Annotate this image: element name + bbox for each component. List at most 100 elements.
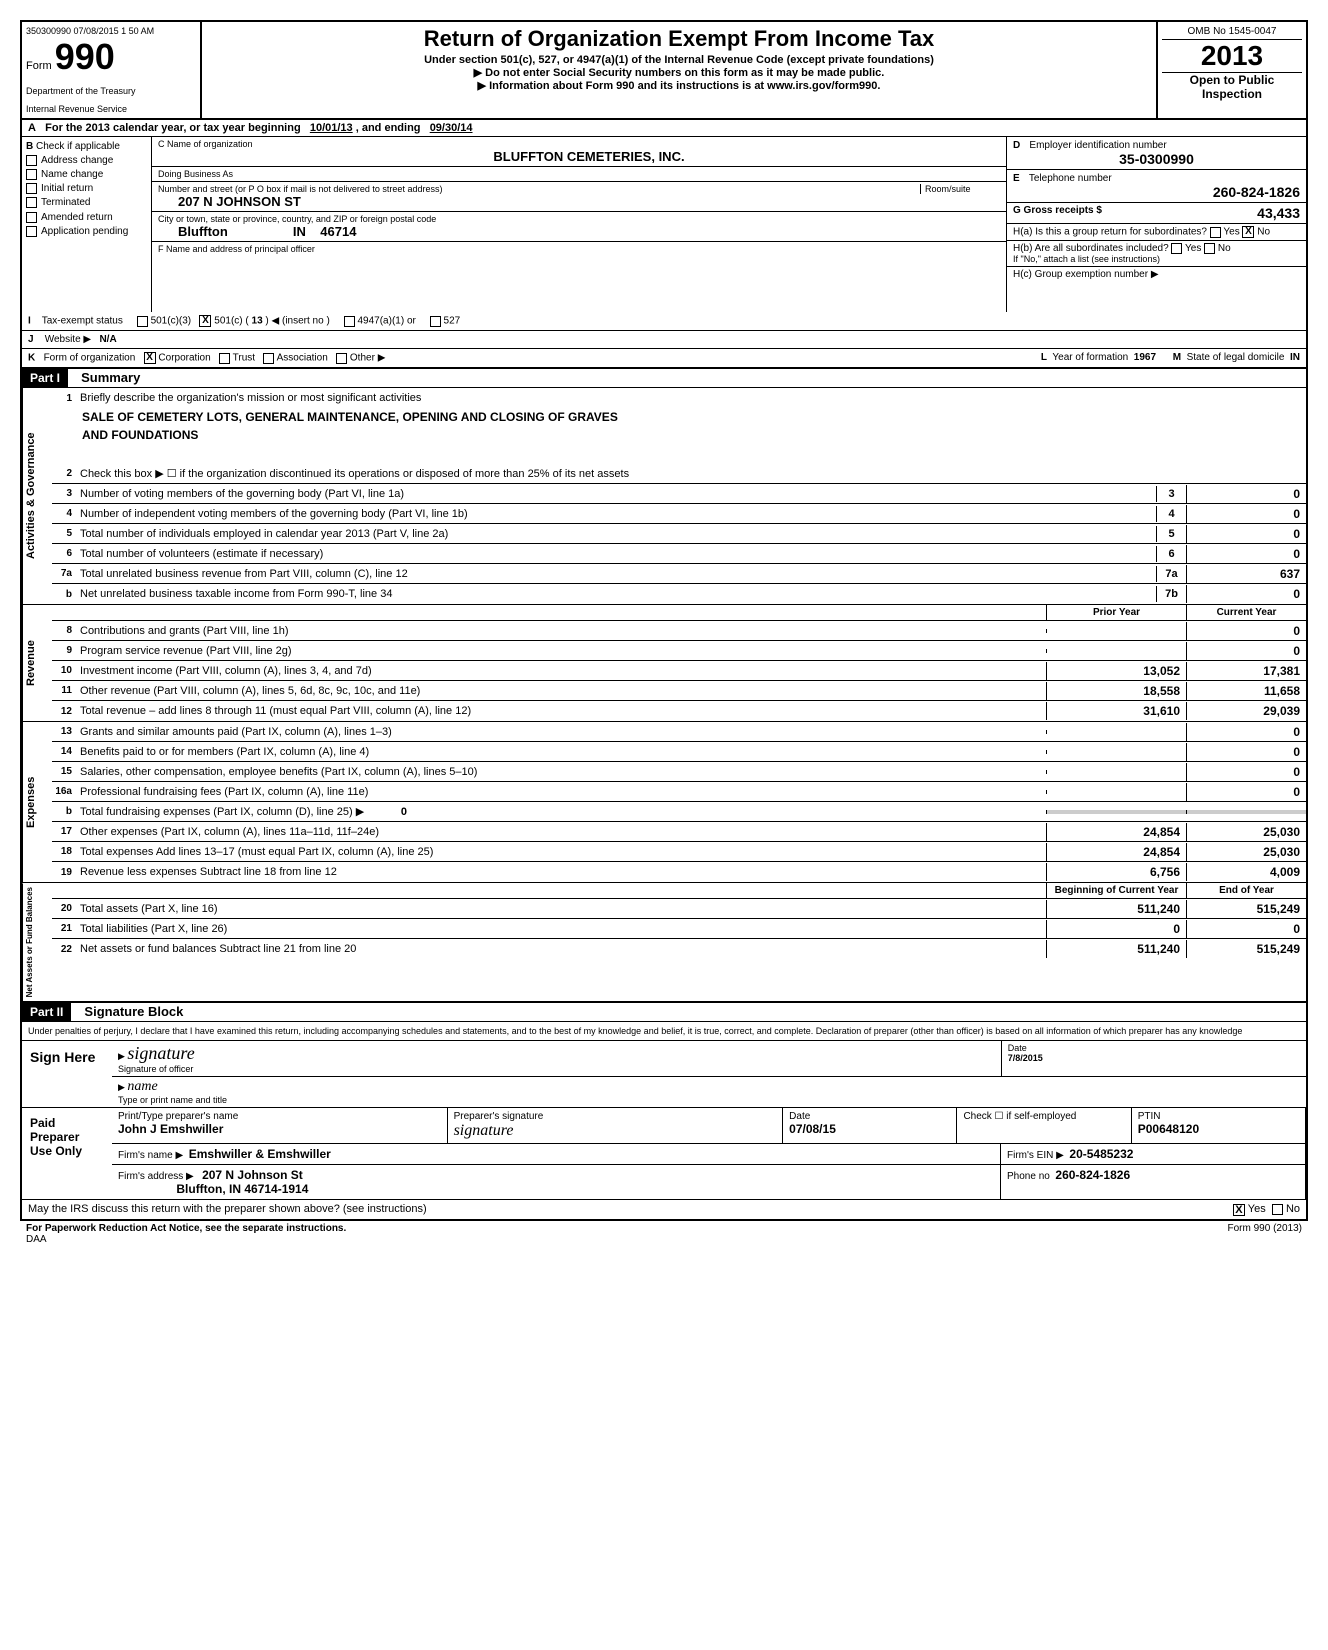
line9-text: Program service revenue (Part VIII, line… [76, 645, 1046, 657]
discuss-yes-checked[interactable]: X [1233, 1204, 1245, 1216]
line6: 6 Total number of volunteers (estimate i… [52, 544, 1306, 564]
governance-content: 1 Briefly describe the organization's mi… [52, 388, 1306, 604]
ha-row: H(a) Is this a group return for subordin… [1007, 224, 1306, 241]
firm-addr1: 207 N Johnson St [202, 1168, 303, 1182]
prep-name: John J Emshwiller [118, 1122, 223, 1136]
line8-cur: 0 [1186, 622, 1306, 640]
line10: 10 Investment income (Part VIII, column … [52, 661, 1306, 681]
cb-pending-label: Application pending [41, 226, 128, 237]
mission2: AND FOUNDATIONS [52, 426, 1306, 444]
cb-amended-label: Amended return [41, 212, 113, 223]
part1-bar: Part I Summary [20, 369, 1308, 388]
line20-cur: 515,249 [1186, 900, 1306, 918]
line-a: A For the 2013 calendar year, or tax yea… [20, 118, 1308, 137]
officer-row: F Name and address of principal officer [152, 242, 1006, 312]
line2: 2 Check this box ▶ ☐ if the organization… [52, 464, 1306, 484]
cb-terminated[interactable]: Terminated [26, 197, 147, 208]
governance-label: Activities & Governance [22, 388, 52, 604]
cb-name-change[interactable]: Name change [26, 169, 147, 180]
line11: 11 Other revenue (Part VIII, column (A),… [52, 681, 1306, 701]
form-header: 350300990 07/08/2015 1 50 AM Form 990 De… [20, 20, 1308, 118]
cb-address-change[interactable]: Address change [26, 155, 147, 166]
netassets-label: Net Assets or Fund Balances [22, 883, 52, 1001]
discuss-no: No [1286, 1203, 1300, 1215]
form-title: Return of Organization Exempt From Incom… [212, 26, 1146, 52]
end-year-header: End of Year [1186, 883, 1306, 898]
line19-text: Revenue less expenses Subtract line 18 f… [76, 866, 1046, 878]
line4-value: 0 [1186, 505, 1306, 523]
line6-value: 0 [1186, 545, 1306, 563]
prep-date: 07/08/15 [789, 1122, 836, 1136]
m-label: M [1173, 352, 1181, 363]
i-label: I [28, 316, 31, 327]
line11-cur: 11,658 [1186, 682, 1306, 700]
form-ref: Form 990 (2013) [1228, 1223, 1302, 1245]
part1-title: Summary [71, 370, 140, 385]
line18-text: Total expenses Add lines 13–17 (must equ… [76, 846, 1046, 858]
cb-amended[interactable]: Amended return [26, 212, 147, 223]
line21-prior: 0 [1046, 920, 1186, 938]
line16b: b Total fundraising expenses (Part IX, c… [52, 802, 1306, 822]
state-name: IN [293, 224, 306, 239]
expenses-label: Expenses [22, 722, 52, 882]
org-name-row: C Name of organization BLUFFTON CEMETERI… [152, 137, 1006, 167]
d-label: D [1013, 140, 1020, 151]
line7b: b Net unrelated business taxable income … [52, 584, 1306, 604]
line19-cur: 4,009 [1186, 863, 1306, 881]
cb-name-label: Name change [41, 169, 103, 180]
hc-row: H(c) Group exemption number ▶ [1007, 267, 1306, 282]
line1-text: Briefly describe the organization's miss… [76, 392, 1306, 404]
org-name-label: C Name of organization [158, 139, 1000, 149]
k-corp-checked[interactable]: X [144, 352, 156, 364]
k-text: Form of organization [44, 353, 136, 364]
line14-cur: 0 [1186, 743, 1306, 761]
ein-value: 35-0300990 [1013, 151, 1300, 167]
street-label: Number and street (or P O box if mail is… [158, 184, 920, 194]
part2-bar: Part II Signature Block [20, 1003, 1308, 1022]
hb-row: H(b) Are all subordinates included? Yes … [1007, 241, 1306, 267]
instruction-ssn: ▶ Do not enter Social Security numbers o… [212, 66, 1146, 79]
line17-prior: 24,854 [1046, 823, 1186, 841]
tax-year: 2013 [1162, 40, 1302, 72]
check-self-emp: Check ☐ if self-employed [963, 1111, 1076, 1122]
e-label: E [1013, 173, 1020, 184]
m-value: IN [1290, 352, 1300, 363]
cb-pending[interactable]: Application pending [26, 226, 147, 237]
line14: 14 Benefits paid to or for members (Part… [52, 742, 1306, 762]
open-public-1: Open to Public [1162, 72, 1302, 87]
line10-prior: 13,052 [1046, 662, 1186, 680]
i-501c-checked[interactable]: X [199, 315, 211, 327]
prior-year-header: Prior Year [1046, 605, 1186, 620]
line7a-value: 637 [1186, 565, 1306, 583]
discuss-yes: Yes [1248, 1203, 1266, 1215]
cb-initial-label: Initial return [41, 183, 93, 194]
firm-phone-label: Phone no [1007, 1171, 1050, 1182]
line-a-begin: 10/01/13 [310, 122, 353, 134]
i-527: 527 [444, 316, 461, 327]
line5: 5 Total number of individuals employed i… [52, 524, 1306, 544]
line18: 18 Total expenses Add lines 13–17 (must … [52, 842, 1306, 862]
ha-no-checked[interactable]: X [1242, 226, 1254, 238]
line16b-label: Total fundraising expenses (Part IX, col… [80, 806, 364, 818]
firm-addr-label: Firm's address ▶ [118, 1171, 194, 1182]
cb-initial[interactable]: Initial return [26, 183, 147, 194]
column-c: C Name of organization BLUFFTON CEMETERI… [152, 137, 1006, 312]
g-value: 43,433 [1257, 205, 1300, 221]
begin-year-header: Beginning of Current Year [1046, 883, 1186, 898]
j-value: N/A [99, 334, 116, 345]
line8-text: Contributions and grants (Part VIII, lin… [76, 625, 1046, 637]
e-text: Telephone number [1029, 173, 1112, 184]
line20-text: Total assets (Part X, line 16) [76, 903, 1046, 915]
b-text: Check if applicable [36, 141, 120, 152]
gross-row: G Gross receipts $ 43,433 [1007, 203, 1306, 224]
k-other: Other ▶ [350, 353, 385, 364]
discuss-text: May the IRS discuss this return with the… [28, 1203, 427, 1215]
room-label: Room/suite [920, 184, 1000, 194]
discuss-row: May the IRS discuss this return with the… [22, 1199, 1306, 1218]
l-text: Year of formation [1052, 352, 1128, 363]
line16b-value: 0 [401, 806, 407, 818]
line15-cur: 0 [1186, 763, 1306, 781]
line8: 8 Contributions and grants (Part VIII, l… [52, 621, 1306, 641]
firm-name: Emshwiller & Emshwiller [189, 1147, 331, 1161]
i-501c-num: 13 [252, 316, 263, 327]
